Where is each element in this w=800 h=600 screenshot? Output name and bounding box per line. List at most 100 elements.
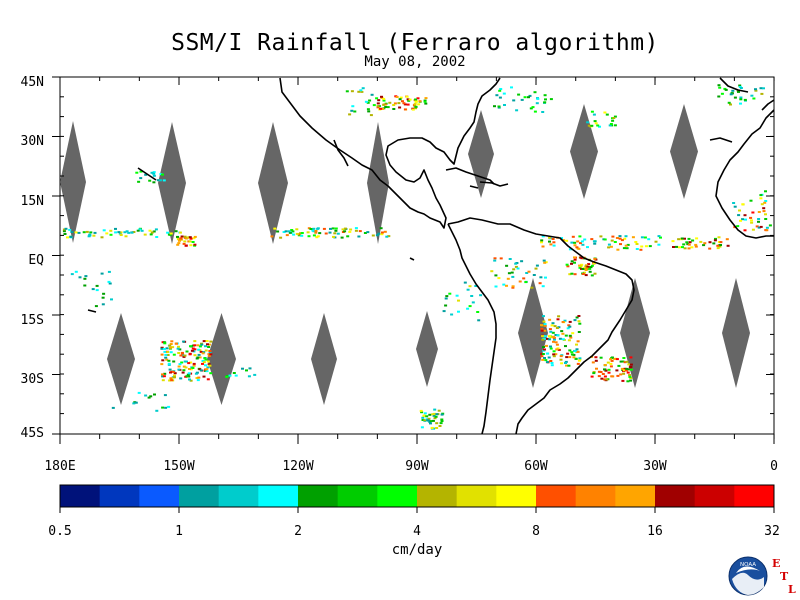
rain-cell [551, 331, 555, 334]
rain-cell [577, 320, 581, 323]
rain-cell [490, 270, 494, 273]
rain-cell [197, 348, 201, 351]
rain-cell [442, 310, 446, 313]
rain-cell [566, 352, 570, 355]
rain-cell [476, 311, 480, 313]
rain-cell [417, 103, 421, 106]
rain-cell [654, 240, 658, 243]
rain-cell [687, 243, 691, 246]
rain-cell [70, 231, 74, 233]
rain-cell [414, 100, 418, 103]
rain-cell [208, 364, 212, 367]
rain-cell [573, 273, 577, 276]
rain-cell [372, 104, 376, 107]
rain-cell [74, 231, 78, 234]
rain-cell [413, 102, 417, 105]
rain-cell [161, 406, 165, 409]
rain-cell [601, 373, 605, 375]
rain-cell [547, 338, 551, 341]
rain-cell [357, 235, 361, 238]
rain-cell [288, 231, 292, 234]
colorbar-label-16: 16 [647, 524, 663, 539]
rain-cell [553, 325, 557, 328]
rain-cell [532, 274, 536, 276]
rain-cell [615, 237, 619, 239]
rain-cell [580, 240, 584, 243]
rain-cell [587, 263, 591, 266]
rain-cell [457, 310, 460, 313]
rain-cell [82, 231, 86, 234]
rain-cell [160, 363, 164, 366]
rain-cell [405, 95, 409, 98]
rain-cell [366, 108, 370, 111]
rain-cell [524, 281, 528, 284]
rain-cell [188, 236, 192, 239]
rain-cell [733, 205, 737, 208]
rain-cell [379, 107, 383, 110]
rain-cell [402, 102, 406, 105]
lat-label-30n: 30N [21, 134, 44, 149]
swath-gap [158, 122, 186, 244]
rain-cell [576, 350, 580, 353]
rain-cell [466, 288, 470, 291]
rain-cell [505, 284, 508, 287]
rain-cell [644, 245, 648, 248]
rain-cell [411, 108, 415, 111]
rain-cell [64, 227, 68, 230]
rain-cell [205, 370, 209, 373]
rain-cell [683, 247, 687, 250]
rain-cell [189, 345, 192, 348]
rain-cell [149, 395, 153, 398]
rain-cell [682, 243, 686, 246]
rain-cell [567, 324, 571, 327]
rain-cell [603, 238, 607, 241]
rain-cell [703, 242, 707, 245]
lat-label-45s: 45S [21, 426, 44, 441]
rain-cell [189, 368, 193, 371]
rain-cell [520, 98, 524, 101]
rain-cell [445, 295, 449, 298]
rain-cell [549, 336, 553, 339]
rain-cell [552, 241, 556, 244]
rain-cell [114, 231, 118, 234]
rain-cell [429, 422, 432, 425]
rain-cell [179, 237, 183, 240]
rain-cell [202, 375, 206, 378]
rain-cell [154, 228, 158, 231]
rain-cell [199, 369, 203, 372]
rain-cell [414, 107, 418, 110]
rain-cell [574, 350, 578, 353]
rain-cell [397, 102, 401, 105]
rain-cell [102, 229, 106, 232]
rain-cell [719, 241, 723, 244]
rain-cell [171, 370, 175, 373]
rain-cell [640, 245, 644, 248]
rain-cell [593, 242, 597, 245]
rain-cell [690, 246, 694, 249]
rain-cell [422, 414, 426, 417]
rain-cell [541, 235, 545, 238]
rain-cell [314, 231, 318, 234]
rain-cell [607, 243, 611, 246]
rain-cell [183, 354, 187, 357]
swath-gap [468, 110, 494, 198]
rain-cell [196, 344, 200, 347]
rain-cell [169, 343, 173, 345]
rain-cell [434, 415, 438, 418]
rain-cell [148, 179, 152, 182]
rain-cell [197, 376, 201, 379]
rain-cell [495, 94, 499, 97]
rain-cell [205, 340, 209, 342]
rain-cell [568, 334, 572, 337]
rain-cell [533, 91, 537, 94]
rain-cell [168, 233, 172, 236]
rain-cell [494, 285, 498, 288]
rain-cell [550, 364, 554, 367]
rain-cell [159, 179, 162, 182]
rain-cell [517, 93, 521, 96]
rain-cell [760, 203, 764, 206]
rain-cell [170, 379, 174, 382]
rain-cell [176, 235, 179, 238]
rain-cell [564, 345, 567, 348]
